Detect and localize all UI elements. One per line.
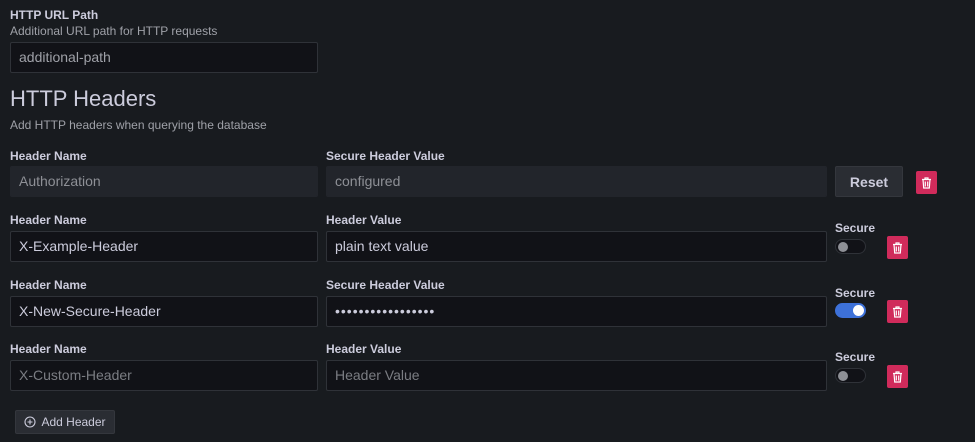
reset-button[interactable]: Reset (835, 166, 903, 197)
delete-header-button[interactable] (916, 171, 937, 194)
header-name-label: Header Name (10, 149, 87, 163)
secure-toggle[interactable] (835, 368, 866, 383)
header-name-input[interactable]: X-Example-Header (10, 231, 318, 262)
delete-header-button[interactable] (887, 300, 908, 323)
trash-icon (893, 241, 902, 254)
header-value-input[interactable]: plain text value (326, 231, 827, 262)
url-path-label: HTTP URL Path (10, 8, 99, 22)
secure-label: Secure (835, 286, 876, 300)
header-value-label: Secure Header Value (326, 278, 445, 292)
delete-header-button[interactable] (887, 236, 908, 259)
header-name-input[interactable]: X-New-Secure-Header (10, 296, 318, 327)
header-name-input: Authorization (10, 166, 318, 197)
header-value-input[interactable]: Header Value (326, 360, 827, 391)
add-header-button[interactable]: Add Header (15, 410, 115, 434)
trash-icon (893, 370, 902, 383)
delete-header-button[interactable] (887, 365, 908, 388)
header-value-input: configured (326, 166, 827, 197)
trash-icon (922, 176, 931, 189)
secure-toggle[interactable] (835, 239, 866, 254)
header-value-label: Header Value (326, 213, 402, 227)
url-path-input[interactable]: additional-path (10, 42, 318, 73)
header-name-label: Header Name (10, 213, 87, 227)
secure-label: Secure (835, 221, 876, 235)
header-value-label: Header Value (326, 342, 402, 356)
section-description: Add HTTP headers when querying the datab… (10, 118, 267, 132)
header-value-label: Secure Header Value (326, 149, 445, 163)
plus-circle-icon (24, 416, 37, 428)
section-title: HTTP Headers (10, 86, 157, 111)
secure-label: Secure (835, 350, 876, 364)
url-path-description: Additional URL path for HTTP requests (10, 24, 218, 38)
trash-icon (893, 305, 902, 318)
header-name-label: Header Name (10, 342, 87, 356)
secure-toggle[interactable] (835, 303, 866, 318)
header-name-label: Header Name (10, 278, 87, 292)
header-value-input[interactable]: ••••••••••••••••• (326, 296, 827, 327)
header-name-input[interactable]: X-Custom-Header (10, 360, 318, 391)
add-header-label: Add Header (41, 415, 106, 429)
